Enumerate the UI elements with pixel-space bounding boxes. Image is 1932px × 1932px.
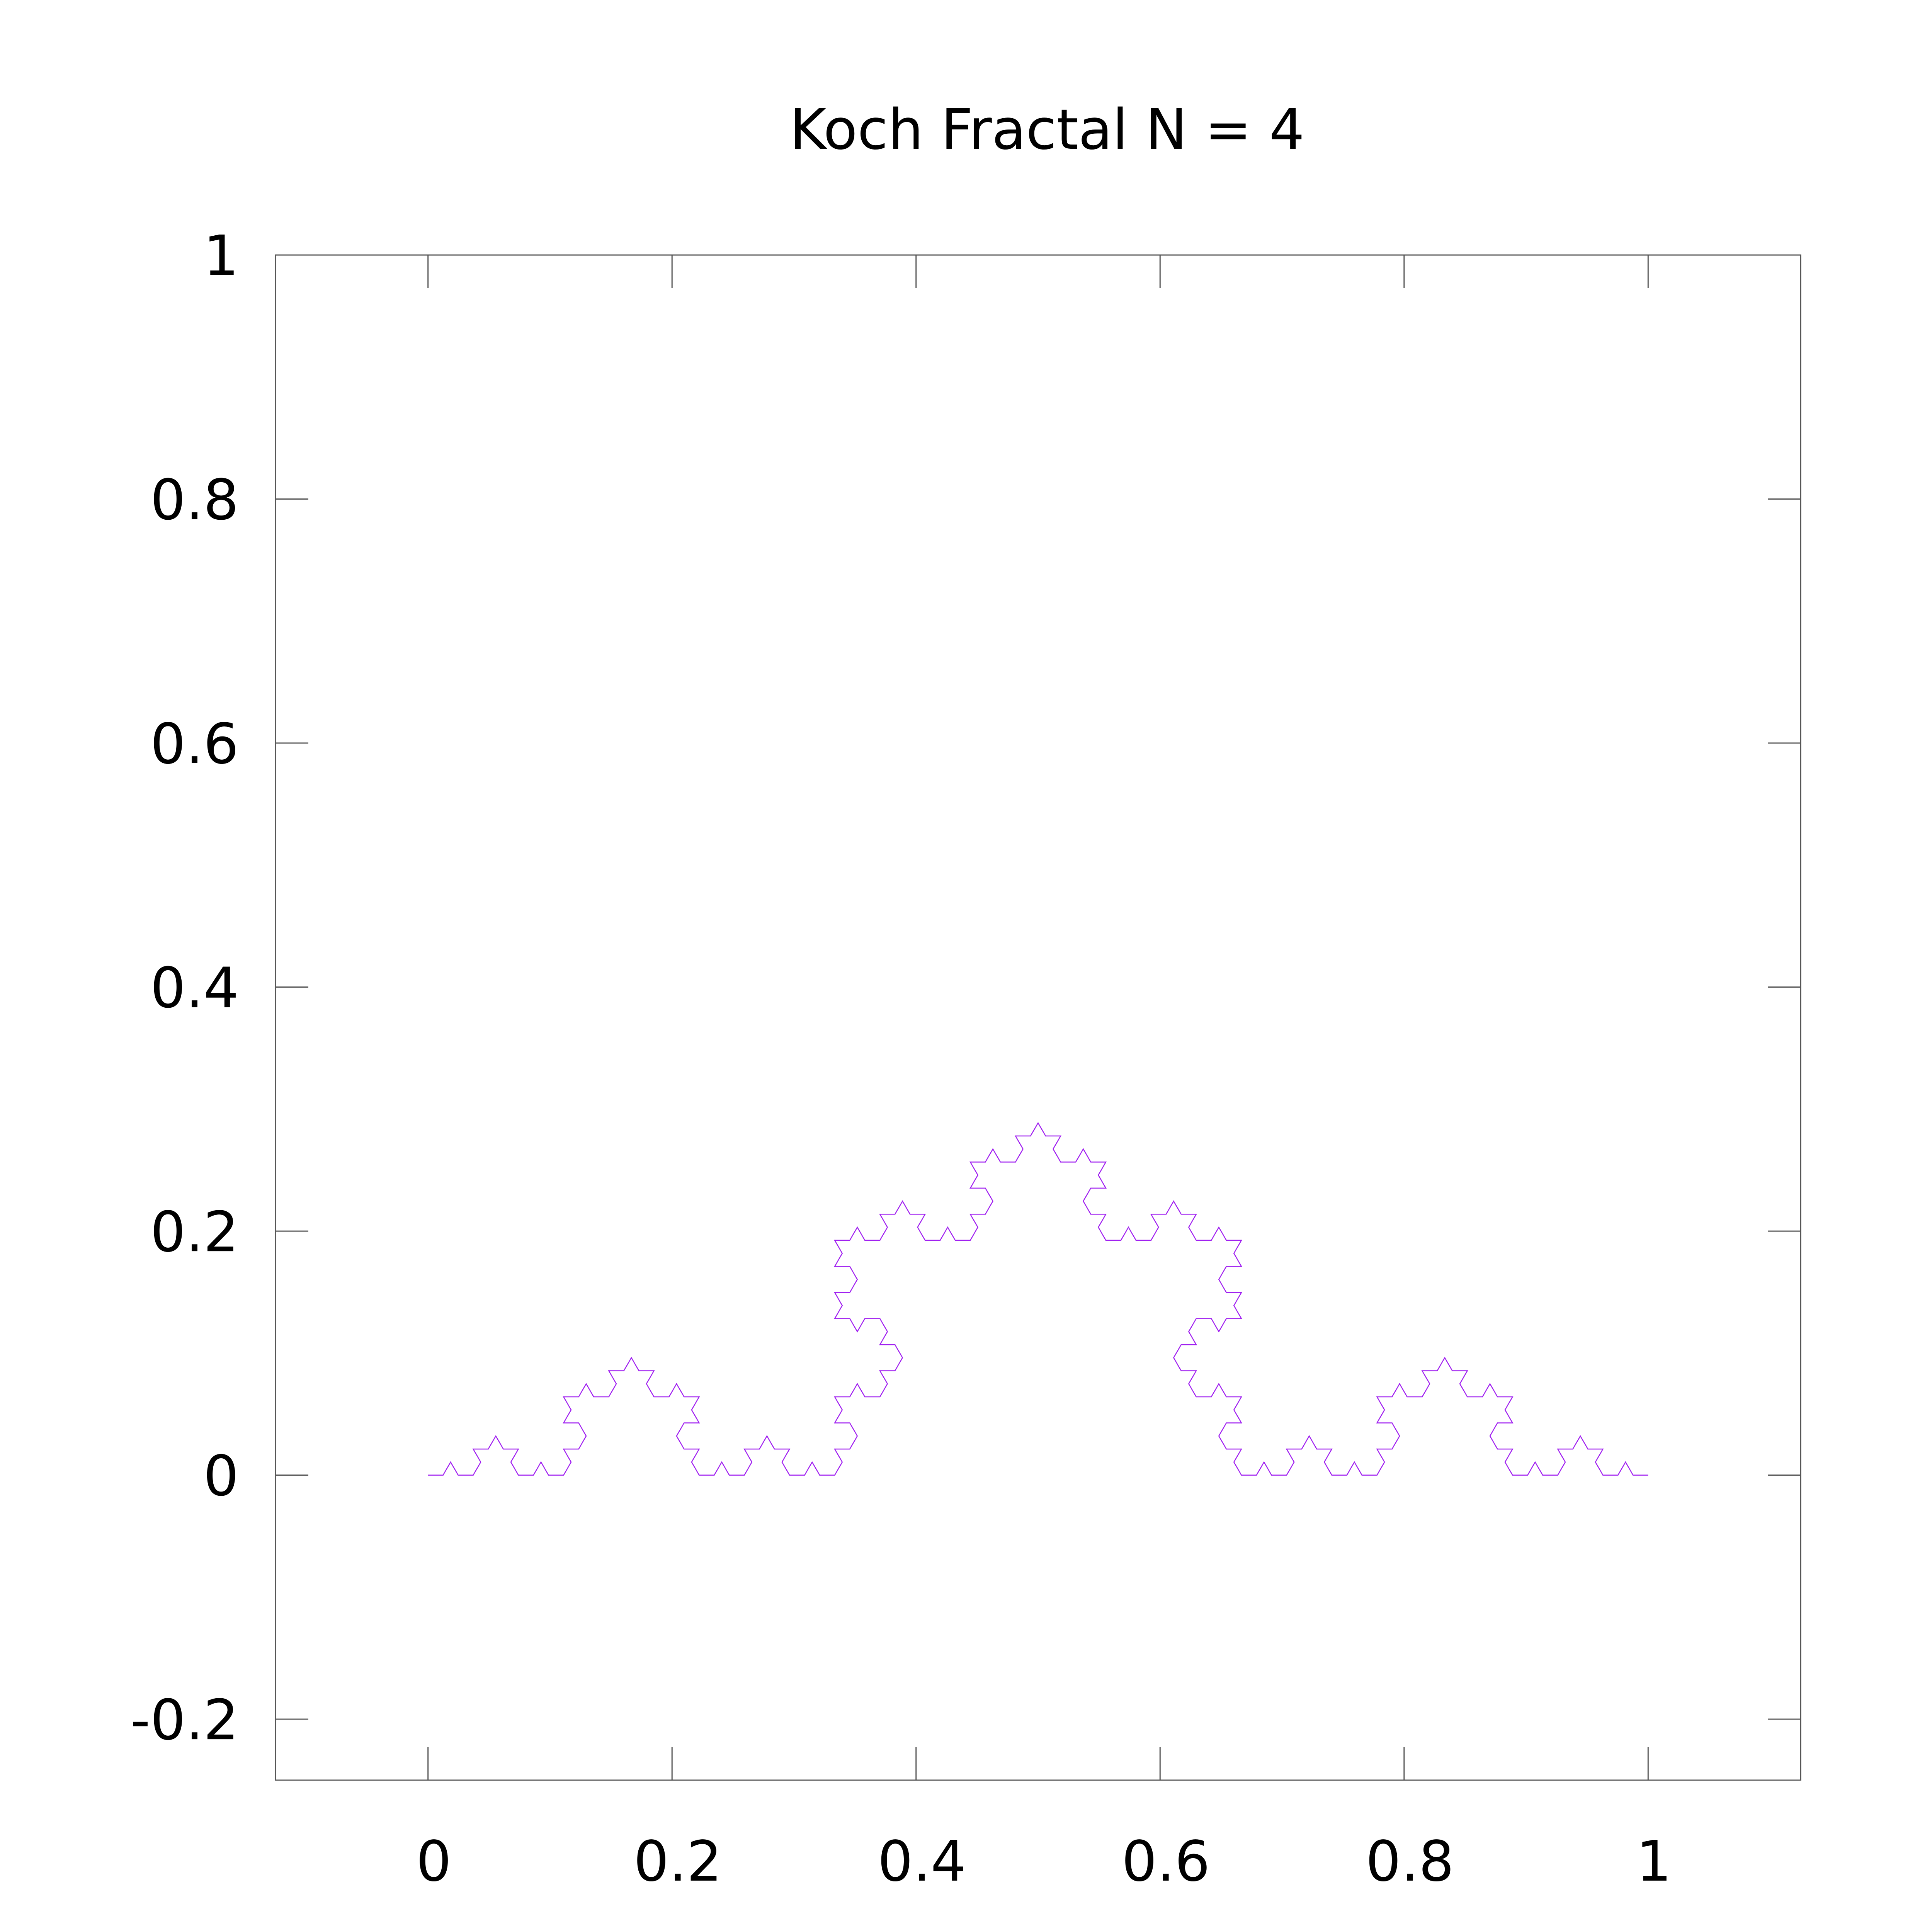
- y-tick-label: 0.4: [150, 956, 239, 1020]
- y-tick-label: 0.6: [150, 711, 239, 776]
- y-tick-label: 1: [203, 223, 239, 288]
- x-axis: 0 0.2 0.4 0.6 0.8 1: [416, 255, 1672, 1894]
- y-tick-label: 0.2: [150, 1199, 239, 1264]
- x-tick-label: 0.2: [634, 1829, 722, 1894]
- y-axis: -0.2 0 0.2 0.4 0.6 0.8 1: [130, 223, 1801, 1752]
- x-tick-label: 0.8: [1366, 1829, 1454, 1894]
- y-tick-label: -0.2: [130, 1687, 239, 1752]
- chart-title: Koch Fractal N = 4: [790, 97, 1305, 162]
- series-layer: [428, 1122, 1648, 1476]
- x-tick-label: 0.4: [878, 1829, 966, 1894]
- y-tick-label: 0: [203, 1444, 239, 1509]
- y-tick-label: 0.8: [150, 468, 239, 532]
- x-tick-label: 0: [416, 1829, 452, 1894]
- x-tick-label: 0.6: [1122, 1829, 1210, 1894]
- x-tick-label: 1: [1636, 1829, 1672, 1894]
- koch-curve-line: [428, 1122, 1648, 1476]
- plot-frame: [275, 254, 1801, 1781]
